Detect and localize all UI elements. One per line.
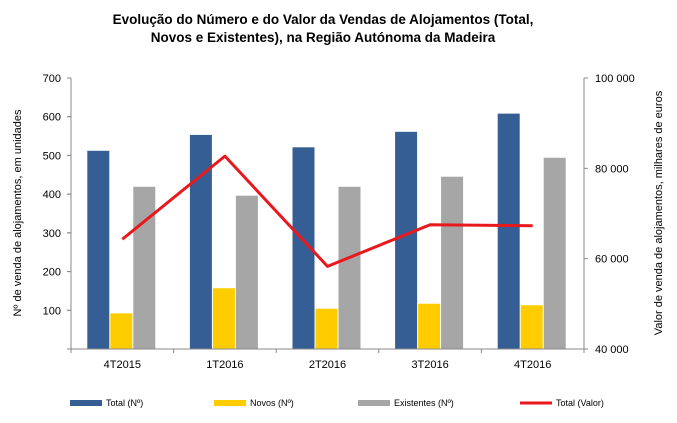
legend-swatch-1 [214,400,246,406]
y-tick-500: 500 [43,150,61,162]
bar-novos-4t2016 [520,305,543,349]
bar-novos-1t2016 [212,288,235,349]
ticks-right: 40 000 60 000 80 000 100 000 [584,73,635,356]
bar-existentes-4t2016 [543,157,566,349]
bar-total-2t2016 [292,147,315,349]
x-tick-3t2016: 3T2016 [411,359,448,371]
chart-title-line-2: Novos e Existentes), na Região Autónoma … [151,30,496,45]
legend-label-2: Existentes (Nº) [394,398,454,408]
y-axis-label: Nº de venda de alojamentos, em unidades [12,109,24,317]
legend-label-3: Total (Valor) [556,398,604,408]
bar-novos-3t2016 [418,303,441,349]
ticks-left: 100 200 300 400 500 600 700 [43,73,71,350]
y-tick-300: 300 [43,228,61,240]
y2-axis-label: Valor de venda de alojamentos, milhares … [653,90,665,335]
x-tick-labels: 4T2015 1T2016 2T2016 3T2016 4T2016 [70,349,585,371]
legend-label-0: Total (Nº) [106,398,143,408]
bar-existentes-2t2016 [338,186,361,349]
chart-title-line-1: Evolução do Número e do Valor da Vendas … [113,12,534,27]
bar-novos-2t2016 [315,308,338,349]
legend-swatch-0 [70,400,102,406]
legend-label-1: Novos (Nº) [250,398,294,408]
x-tick-2t2016: 2T2016 [309,359,346,371]
y-tick-600: 600 [43,112,61,124]
y-tick-200: 200 [43,267,61,279]
y-tick-700: 700 [43,73,61,85]
bar-existentes-1t2016 [235,195,258,349]
value-line [121,154,533,268]
x-tick-4t2016: 4T2016 [514,359,551,371]
y-tick-100: 100 [43,305,61,317]
y-tick-400: 400 [43,189,61,201]
bar-novos-4t2015 [110,313,133,349]
bar-total-4t2016 [497,113,520,349]
y2-tick-1: 60 000 [595,254,629,266]
x-tick-4t2015: 4T2015 [104,359,141,371]
legend: Total (Nº) Novos (Nº) Existentes (Nº) Total… [70,398,604,408]
bar-existentes-4t2015 [133,186,156,349]
bar-total-4t2015 [87,150,110,349]
bar-total-3t2016 [395,131,418,349]
y2-tick-0: 40 000 [595,344,629,356]
y2-tick-3: 100 000 [595,73,635,85]
x-tick-1t2016: 1T2016 [206,359,243,371]
bar-existentes-3t2016 [441,176,464,349]
line-total-valor [121,154,533,268]
bar-total-1t2016 [189,134,212,349]
bars [87,113,566,349]
legend-swatch-2 [358,400,390,406]
y2-tick-2: 80 000 [595,163,629,175]
